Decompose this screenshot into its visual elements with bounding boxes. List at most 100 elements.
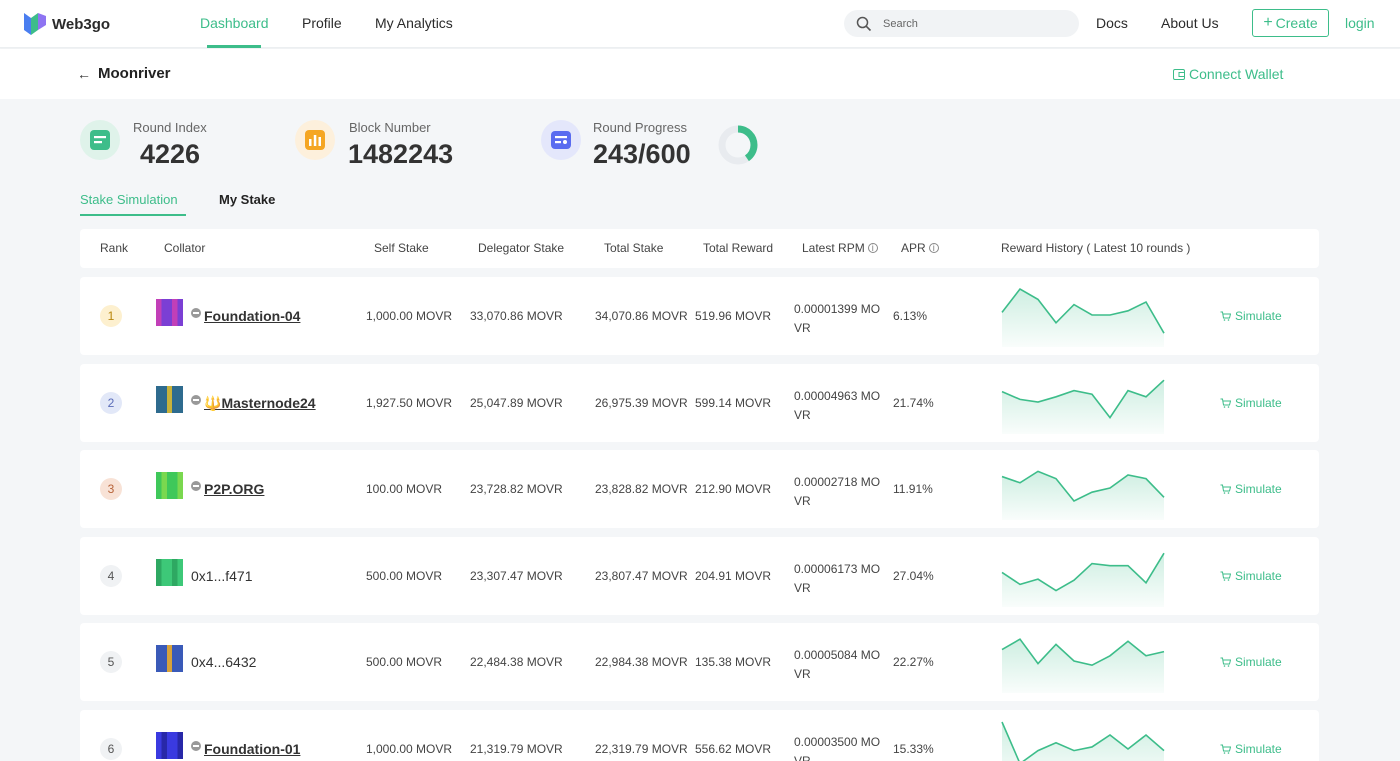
collator-name[interactable]: 🔱Masternode24 <box>204 395 316 412</box>
latest-rpm: 0.00006173 MOVR <box>794 561 881 595</box>
search-box <box>844 10 1079 37</box>
block-number-label: Block Number <box>349 120 431 135</box>
round-progress-arc <box>718 125 758 165</box>
create-label: Create <box>1275 15 1318 31</box>
col-latest-rpm[interactable]: Latest RPM i <box>802 241 878 255</box>
stat-round-progress: Round Progress 243/600 <box>541 120 758 169</box>
col-total-stake[interactable]: Total Stake <box>604 241 664 255</box>
table-row: 6 Foundation-01 1,000.00 MOVR 21,319.79 MOV… <box>80 709 1319 761</box>
sparkline-line <box>1001 638 1165 667</box>
col-total-reward[interactable]: Total Reward <box>703 241 774 255</box>
self-stake: 1,927.50 MOVR <box>366 395 453 410</box>
simulate-button[interactable]: Simulate <box>1220 742 1282 756</box>
simulate-label: Simulate <box>1235 741 1282 756</box>
login-link[interactable]: login <box>1345 15 1375 31</box>
collator-name[interactable]: 0x4...6432 <box>191 654 256 670</box>
simulate-button[interactable]: Simulate <box>1220 396 1282 410</box>
col-self-stake[interactable]: Self Stake <box>374 241 429 255</box>
self-stake: 100.00 MOVR <box>366 482 443 496</box>
table-row: 5 0x4...6432 500.00 MOVR 22,484.38 MOVR 22,9… <box>80 623 1319 701</box>
sparkline-line <box>1001 379 1165 419</box>
collator-name[interactable]: 0x1...f471 <box>191 568 253 584</box>
stat-round-index: Round Index 4226 <box>80 120 207 169</box>
delegator-stake: 22,484.38 MOVR <box>470 655 563 669</box>
tab-stake-simulation[interactable]: Stake Simulation <box>80 192 178 207</box>
tab-active-indicator <box>80 214 186 216</box>
connect-wallet-button[interactable]: Connect Wallet <box>1173 66 1283 82</box>
table-row: 4 0x1...f471 500.00 MOVR 23,307.47 MOVR 23,8… <box>80 536 1319 615</box>
logo-icon <box>24 13 46 35</box>
page-header: ← Moonriver Connect Wallet <box>0 49 1400 99</box>
collator-name[interactable]: P2P.ORG <box>204 481 264 497</box>
total-stake: 22,319.79 MOVR <box>595 741 688 756</box>
sparkline-line <box>1001 721 1165 761</box>
cart-icon <box>1220 744 1231 754</box>
simulate-label: Simulate <box>1235 655 1282 669</box>
nav-docs[interactable]: Docs <box>1096 15 1128 31</box>
cart-icon <box>1220 311 1231 321</box>
total-reward: 519.96 MOVR <box>695 309 772 323</box>
delegator-stake: 23,307.47 MOVR <box>470 568 563 583</box>
apr: 11.91% <box>893 482 933 496</box>
collator-avatar <box>156 385 183 413</box>
total-reward: 212.90 MOVR <box>695 482 772 496</box>
search-input[interactable] <box>883 17 1063 30</box>
sparkline-area <box>1002 289 1164 347</box>
nav-about-us[interactable]: About Us <box>1161 15 1219 31</box>
latest-rpm: 0.00003500 MOVR <box>794 734 881 761</box>
stat-block-number: Block Number 1482243 <box>295 120 453 169</box>
sparkline-area <box>1002 639 1164 693</box>
wallet-icon <box>1173 68 1185 80</box>
simulate-button[interactable]: Simulate <box>1220 482 1282 496</box>
simulate-button[interactable]: Simulate <box>1220 569 1282 583</box>
delegator-stake: 33,070.86 MOVR <box>470 309 563 323</box>
collator-avatar <box>156 645 183 672</box>
total-reward: 599.14 MOVR <box>695 395 772 410</box>
identity-icon <box>191 394 201 405</box>
info-icon[interactable]: i <box>928 243 939 254</box>
total-stake: 23,828.82 MOVR <box>595 482 688 496</box>
collator-name[interactable]: Foundation-04 <box>204 308 300 324</box>
identity-icon <box>191 481 201 491</box>
rank-badge: 6 <box>100 737 122 760</box>
round-progress-ring <box>718 125 758 165</box>
identity-icon <box>191 740 201 751</box>
col-latest-rpm-label: Latest RPM <box>802 241 865 255</box>
nav-profile[interactable]: Profile <box>302 15 342 31</box>
rank-badge: 2 <box>100 391 122 414</box>
apr: 27.04% <box>893 568 934 583</box>
latest-rpm: 0.00005084 MOVR <box>794 648 881 681</box>
create-button[interactable]: + Create <box>1252 9 1329 37</box>
info-icon[interactable]: i <box>867 243 878 254</box>
sparkline-line <box>1001 287 1165 334</box>
logo[interactable]: Web3go <box>22 10 110 38</box>
delegator-stake: 25,047.89 MOVR <box>470 395 563 410</box>
tab-my-stake[interactable]: My Stake <box>219 192 276 207</box>
latest-rpm: 0.00001399 MOVR <box>794 302 881 335</box>
app-name: Web3go <box>52 15 111 33</box>
reward-history-sparkline <box>1001 379 1165 434</box>
trident-icon: 🔱 <box>204 394 222 411</box>
total-stake: 23,807.47 MOVR <box>595 568 688 583</box>
collator-name-text: Foundation-01 <box>204 740 301 757</box>
sparkline-line <box>1001 470 1165 503</box>
total-reward: 135.38 MOVR <box>695 655 772 669</box>
latest-rpm: 0.00002718 MOVR <box>794 475 881 508</box>
nav-my-analytics[interactable]: My Analytics <box>375 15 453 31</box>
search-icon <box>856 16 872 31</box>
nav-dashboard[interactable]: Dashboard <box>200 15 269 31</box>
apr: 22.27% <box>893 655 934 669</box>
simulate-button[interactable]: Simulate <box>1220 309 1282 323</box>
col-delegator-stake[interactable]: Delegator Stake <box>478 241 565 255</box>
col-apr-label: APR <box>901 241 926 255</box>
total-reward: 556.62 MOVR <box>695 741 772 756</box>
block-number-value: 1482243 <box>348 139 454 169</box>
round-progress-value: 243/600 <box>593 139 691 169</box>
simulate-button[interactable]: Simulate <box>1220 655 1282 669</box>
col-apr[interactable]: APR i <box>901 241 939 255</box>
rank-badge: 3 <box>100 478 122 500</box>
delegator-stake: 21,319.79 MOVR <box>470 741 563 756</box>
back-arrow-icon[interactable]: ← <box>77 66 91 82</box>
collator-name[interactable]: Foundation-01 <box>204 741 300 757</box>
total-reward: 204.91 MOVR <box>695 568 772 583</box>
